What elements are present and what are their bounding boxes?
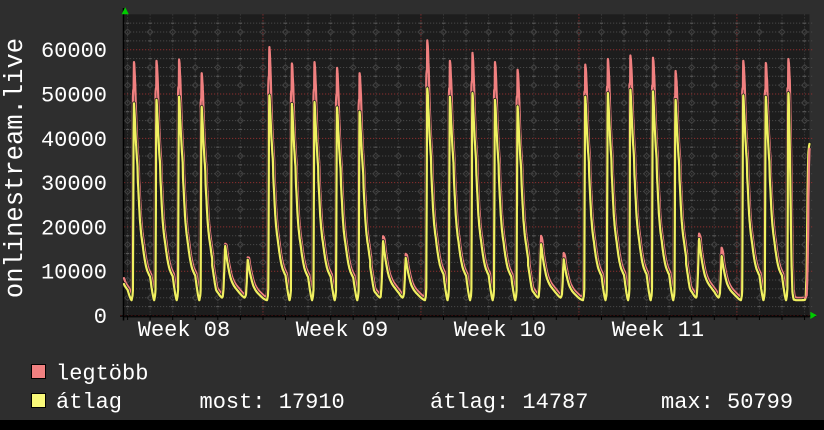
svg-text:max: 50799: max: 50799: [661, 390, 793, 415]
svg-text:most: 17910: most: 17910: [200, 390, 345, 415]
svg-text:legtöbb: legtöbb: [56, 362, 148, 387]
svg-text:Week 11: Week 11: [612, 318, 704, 343]
svg-text:onlinestream.live: onlinestream.live: [1, 38, 30, 298]
svg-text:Week 09: Week 09: [296, 318, 388, 343]
svg-text:60000: 60000: [41, 39, 107, 64]
svg-text:10000: 10000: [41, 261, 107, 286]
svg-text:átlag: átlag: [56, 390, 122, 415]
svg-text:20000: 20000: [41, 216, 107, 241]
svg-text:30000: 30000: [41, 172, 107, 197]
svg-text:Week 10: Week 10: [454, 318, 546, 343]
svg-text:Week 08: Week 08: [138, 318, 230, 343]
svg-text:átlag: 14787: átlag: 14787: [430, 390, 588, 415]
svg-text:40000: 40000: [41, 128, 107, 153]
svg-text:0: 0: [94, 305, 107, 330]
svg-text:50000: 50000: [41, 84, 107, 109]
